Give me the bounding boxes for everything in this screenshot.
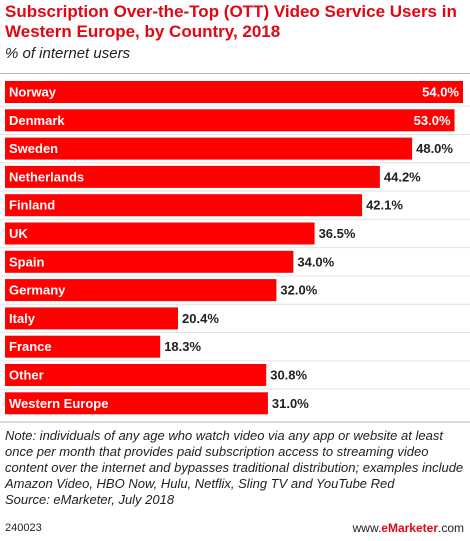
value-label: 53.0% bbox=[414, 113, 451, 128]
value-label: 42.1% bbox=[366, 198, 403, 213]
note-text: Note: individuals of any age who watch v… bbox=[5, 428, 464, 491]
value-label: 48.0% bbox=[416, 141, 453, 156]
bar-spain bbox=[5, 250, 294, 273]
bar-uk bbox=[5, 222, 315, 245]
bar-chart: Norway 54.0% Denmark 53.0% Sweden 48.0% Nether… bbox=[0, 81, 470, 423]
bar-other bbox=[5, 364, 267, 386]
category-label: UK bbox=[9, 226, 28, 241]
value-label: 54.0% bbox=[422, 85, 459, 100]
value-label: 36.5% bbox=[319, 226, 356, 241]
value-label: 18.3% bbox=[164, 339, 201, 354]
category-label: Sweden bbox=[9, 141, 58, 156]
bar-sweden bbox=[5, 137, 413, 160]
value-label: 44.2% bbox=[384, 169, 421, 184]
chart-id: 240023 bbox=[5, 522, 42, 534]
chart-title: Subscription Over-the-Top (OTT) Video Se… bbox=[5, 2, 457, 41]
value-label: 32.0% bbox=[280, 283, 317, 298]
brand-suffix: .com bbox=[437, 521, 464, 535]
source-text: Source: eMarketer, July 2018 bbox=[5, 492, 175, 507]
value-label: 34.0% bbox=[297, 254, 334, 269]
category-label: Spain bbox=[9, 254, 44, 269]
chart-subtitle: % of internet users bbox=[5, 45, 131, 62]
value-label: 31.0% bbox=[272, 396, 309, 411]
value-label: 20.4% bbox=[182, 311, 219, 326]
header-divider bbox=[0, 73, 470, 74]
category-label: Denmark bbox=[9, 113, 65, 128]
bar-france bbox=[5, 335, 161, 358]
chart-footnote: Note: individuals of any age who watch v… bbox=[5, 428, 465, 508]
bar-italy bbox=[5, 307, 179, 330]
brand-name: eMarketer bbox=[381, 521, 438, 535]
brand-link[interactable]: www.eMarketer.com bbox=[353, 521, 464, 535]
bar-norway bbox=[5, 81, 463, 103]
bar-western-europe bbox=[5, 392, 268, 415]
bar-finland bbox=[5, 194, 363, 217]
value-label: 30.8% bbox=[270, 368, 307, 383]
category-label: France bbox=[9, 339, 52, 354]
category-label: Germany bbox=[9, 283, 66, 298]
category-label: Italy bbox=[9, 311, 36, 326]
brand-prefix: www. bbox=[352, 521, 382, 535]
bar-germany bbox=[5, 279, 277, 302]
bar-netherlands bbox=[5, 165, 380, 188]
category-label: Other bbox=[9, 368, 44, 383]
category-label: Western Europe bbox=[9, 396, 108, 411]
category-label: Norway bbox=[9, 85, 57, 100]
category-label: Netherlands bbox=[9, 169, 84, 184]
category-label: Finland bbox=[9, 198, 55, 213]
bar-denmark bbox=[5, 109, 455, 132]
